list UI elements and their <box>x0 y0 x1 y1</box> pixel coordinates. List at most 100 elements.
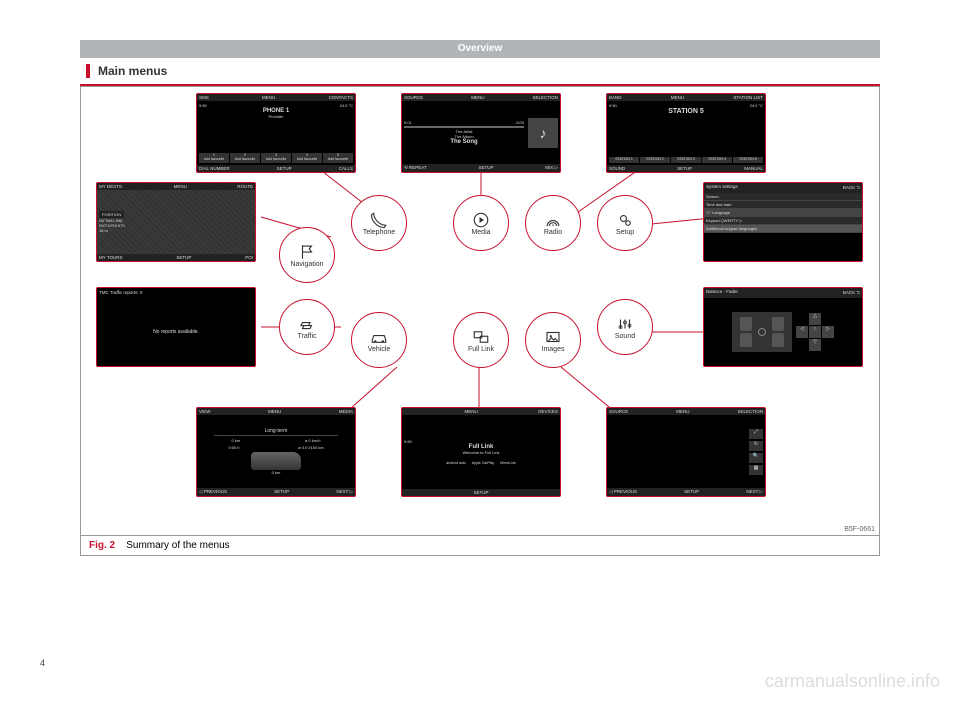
images-icon <box>544 328 562 346</box>
time: 9:50 <box>609 103 617 108</box>
tab: System settings <box>706 184 738 192</box>
header-band: Overview <box>80 40 880 58</box>
bubble-label: Full Link <box>468 346 494 353</box>
tab: ◁ PREVIOUS <box>199 489 227 495</box>
img-btn: ↻ <box>749 441 763 451</box>
bubble-label: Images <box>542 346 565 353</box>
phone-subtitle: Provider <box>269 114 284 119</box>
tab: MENU <box>174 184 187 189</box>
car-icon <box>370 328 388 346</box>
list-item: Additional keypad languages <box>704 225 862 233</box>
bubble-radio: Radio <box>525 195 581 251</box>
station-title: STATION 5 <box>668 108 704 115</box>
bubble-sound: Sound <box>597 299 653 355</box>
tab: SETUP <box>274 489 289 495</box>
flag-icon <box>298 243 316 261</box>
tab: MENU <box>676 409 689 414</box>
bubble-traffic: Traffic <box>279 299 335 355</box>
bubble-media: Media <box>453 195 509 251</box>
fav-tab: 2Add favourite <box>230 153 260 163</box>
bubble-label: Telephone <box>363 229 395 236</box>
song: The Song <box>404 139 524 145</box>
dpad: △ ◁○▷ ▽ <box>796 313 834 351</box>
screen-images: SOURCE MENU SELECTION ⤢ ↻ 🔍 ▦ ◁ PREVIOUS… <box>606 407 766 497</box>
tab: ◁ PREVIOUS <box>609 489 637 495</box>
tab: MENU <box>471 95 484 100</box>
time-right: -3:00 <box>515 120 524 125</box>
icon-carplay: Apple CarPlay <box>472 461 494 465</box>
temp: 24.0 °C <box>340 103 353 108</box>
img-btn: ⤢ <box>749 429 763 439</box>
km: 0 km <box>231 438 240 443</box>
caption-box: Fig. 2 Summary of the menus <box>80 536 880 556</box>
station-tab: STATION 5 <box>733 157 763 163</box>
screen-settings: System settings BACK ⮌ Screen Time and d… <box>703 182 863 262</box>
alt: 18 m <box>99 228 108 233</box>
vehicle-title: Long-term <box>214 428 337 436</box>
tab: DEVICES <box>538 409 558 414</box>
gear-icon <box>616 211 634 229</box>
time-val: 0:00 h <box>228 445 239 450</box>
music-icon: ♪ <box>528 118 558 148</box>
tab: STATION LIST <box>733 95 763 100</box>
list-item: Time and date <box>704 201 862 209</box>
list-item: Keypad QWERTY ▷ <box>704 217 862 225</box>
bubble-fulllink: Full Link <box>453 312 509 368</box>
time: 9:50 <box>199 103 207 108</box>
tab: BACK ⮌ <box>843 289 860 297</box>
tab: SETUP <box>684 489 699 495</box>
station-tab: STATION 1 <box>609 157 639 163</box>
bubble-label: Radio <box>544 229 562 236</box>
icon-mirrorlink: MirrorLink <box>500 461 516 465</box>
bubble-label: Sound <box>615 333 635 340</box>
tab: MY DESTS. <box>99 184 123 189</box>
fav-tab: 5Add favourite <box>323 153 353 163</box>
km2: 0 km <box>272 470 281 475</box>
tab: SETUP <box>277 166 292 171</box>
radio-icon <box>544 211 562 229</box>
screen-phone: SMS MENU CONTACTS 9:50 24.0 °C PHONE 1 P… <box>196 93 356 173</box>
tab: MENU <box>268 409 281 414</box>
tab: NEXT ▷ <box>746 489 763 495</box>
traffic-title: TMC Traffic reports: 0 <box>97 288 255 297</box>
bubble-label: Navigation <box>290 261 323 268</box>
icon-android: android auto <box>446 461 465 465</box>
tab: SETUP <box>677 166 692 171</box>
fav-tab: 1Add favourite <box>199 153 229 163</box>
tab: SETUP <box>473 490 488 495</box>
station-tab: STATION 4 <box>702 157 732 163</box>
speed: ⌀ 0 km/h <box>305 438 321 443</box>
temp: 24.0 °C <box>750 103 763 108</box>
screen-media: SOURCE MENU SELECTION 0:01 -3:00 The Art… <box>401 93 561 173</box>
figure-ref: B5F-0661 <box>844 526 875 533</box>
tab: MY TOURS <box>99 255 123 260</box>
tab: BACK ⮌ <box>843 184 860 192</box>
consumption: ⌀ 0.0 l/100 km <box>298 445 323 450</box>
figure-label: Fig. 2 <box>89 540 115 551</box>
play-icon <box>472 211 490 229</box>
traffic-body: No reports available. <box>97 297 255 366</box>
tab: MENU <box>262 95 275 100</box>
screen-radio: BAND MENU STATION LIST 9:50 24.0 °C STAT… <box>606 93 766 173</box>
bubble-vehicle: Vehicle <box>351 312 407 368</box>
tab: MENU <box>671 95 684 100</box>
tab: SMS <box>199 95 209 100</box>
figure-caption: Summary of the menus <box>126 540 229 551</box>
fulllink-icon <box>472 328 490 346</box>
screen-sound: Balance - Fader BACK ⮌ △ ◁○▷ ▽ <box>703 287 863 367</box>
tab: SOUND <box>609 166 625 171</box>
screen-nav: MY DESTS. MENU ROUTE POSITION N0°2842.59… <box>96 182 256 262</box>
tab: MEDIA <box>339 409 353 414</box>
station-tab: STATION 2 <box>640 157 670 163</box>
tab: SOURCE <box>609 409 628 414</box>
section-tick <box>86 64 90 78</box>
tab: SETUP <box>478 165 493 171</box>
station-tab: STATION 3 <box>671 157 701 163</box>
sound-icon <box>616 315 634 333</box>
tab: SETUP <box>176 255 191 260</box>
diagram-frame: SMS MENU CONTACTS 9:50 24.0 °C PHONE 1 P… <box>80 86 880 536</box>
tab: POI <box>245 255 253 260</box>
img-btn: 🔍 <box>749 453 763 463</box>
tab: MENU <box>464 409 477 414</box>
tab: BAND <box>609 95 622 100</box>
